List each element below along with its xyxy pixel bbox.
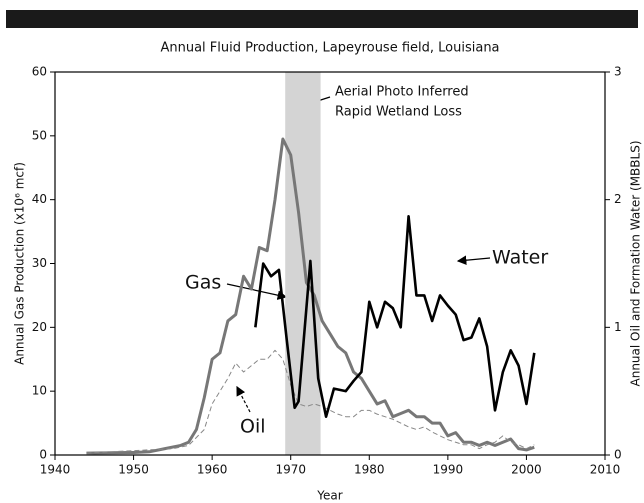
annotation: Aerial Photo Inferred <box>335 85 469 100</box>
oil-arrow <box>236 385 251 413</box>
x-tick-label: 1990 <box>433 463 464 477</box>
x-tick-label: 1960 <box>197 463 228 477</box>
water-arrow <box>456 255 491 265</box>
y-tick-label: 20 <box>32 320 47 334</box>
y-tick-label: 10 <box>32 384 47 398</box>
y2-tick-label: 0 <box>614 448 622 462</box>
x-tick-label: 2010 <box>590 463 621 477</box>
series-label: Water <box>492 247 548 269</box>
y2-tick-label: 1 <box>614 320 622 334</box>
header-bar <box>6 10 638 28</box>
x-tick-label: 1980 <box>354 463 385 477</box>
chart-title: Annual Fluid Production, Lapeyrouse fiel… <box>160 41 499 56</box>
series-line <box>86 349 535 454</box>
y-tick-label: 30 <box>32 256 47 270</box>
x-tick-label: 2000 <box>511 463 542 477</box>
gas-arrow <box>226 283 288 300</box>
y-tick-label: 50 <box>32 128 47 142</box>
annotation: Rapid Wetland Loss <box>335 105 462 120</box>
y-tick-label: 60 <box>32 65 47 79</box>
series-line <box>254 214 536 418</box>
x-tick-label: 1950 <box>118 463 149 477</box>
x-tick-label: 1970 <box>275 463 306 477</box>
y2-tick-label: 3 <box>614 65 622 79</box>
y2-axis-label: Annual Oil and Formation Water (MBBLS) <box>629 141 643 387</box>
x-tick-label: 1940 <box>40 463 71 477</box>
series-line <box>86 137 535 455</box>
y-tick-label: 0 <box>39 448 47 462</box>
y2-tick-label: 2 <box>614 192 622 206</box>
series-label: Gas <box>185 272 221 294</box>
x-axis-label: Year <box>316 489 342 503</box>
series-label: Oil <box>240 416 266 438</box>
y-tick-label: 40 <box>32 192 47 206</box>
y-axis-label: Annual Gas Production (x10⁶ mcf) <box>13 162 27 365</box>
